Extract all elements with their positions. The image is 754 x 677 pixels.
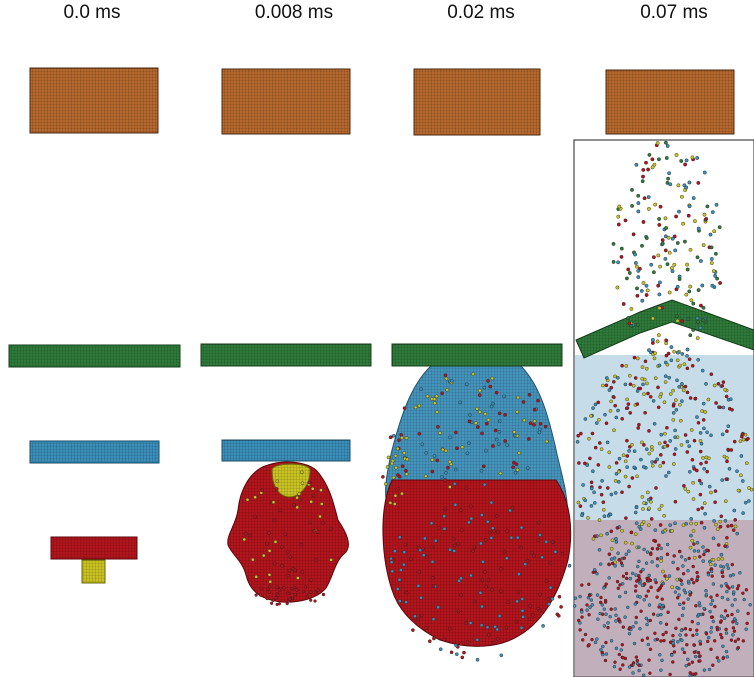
debris-particles <box>242 470 333 606</box>
time-label-1: 0.008 ms <box>254 2 334 23</box>
debris-particles <box>381 372 572 662</box>
frame-0008ms <box>200 68 372 606</box>
frame-0ms <box>8 67 181 584</box>
debris-particles <box>572 140 754 677</box>
frame-002ms <box>381 68 572 662</box>
red-target <box>50 536 138 560</box>
projectile-block <box>413 68 541 136</box>
green-plate <box>391 343 563 367</box>
time-label-0: 0.0 ms <box>63 2 121 23</box>
red-debris-cloud <box>382 479 572 647</box>
yellow-core <box>81 559 106 584</box>
projectile-block <box>221 68 351 135</box>
projectile-block <box>605 69 735 135</box>
green-plate <box>200 343 372 367</box>
frame-007ms <box>572 69 754 677</box>
blue-plate <box>29 440 160 464</box>
time-label-2: 0.02 ms <box>447 2 515 23</box>
blue-plate <box>221 439 351 462</box>
projectile-block <box>29 67 159 134</box>
time-label-3: 0.07 ms <box>640 2 708 23</box>
red-debris-cloud <box>227 461 349 603</box>
green-plate <box>8 344 181 368</box>
green-plate-deformed <box>575 299 754 359</box>
